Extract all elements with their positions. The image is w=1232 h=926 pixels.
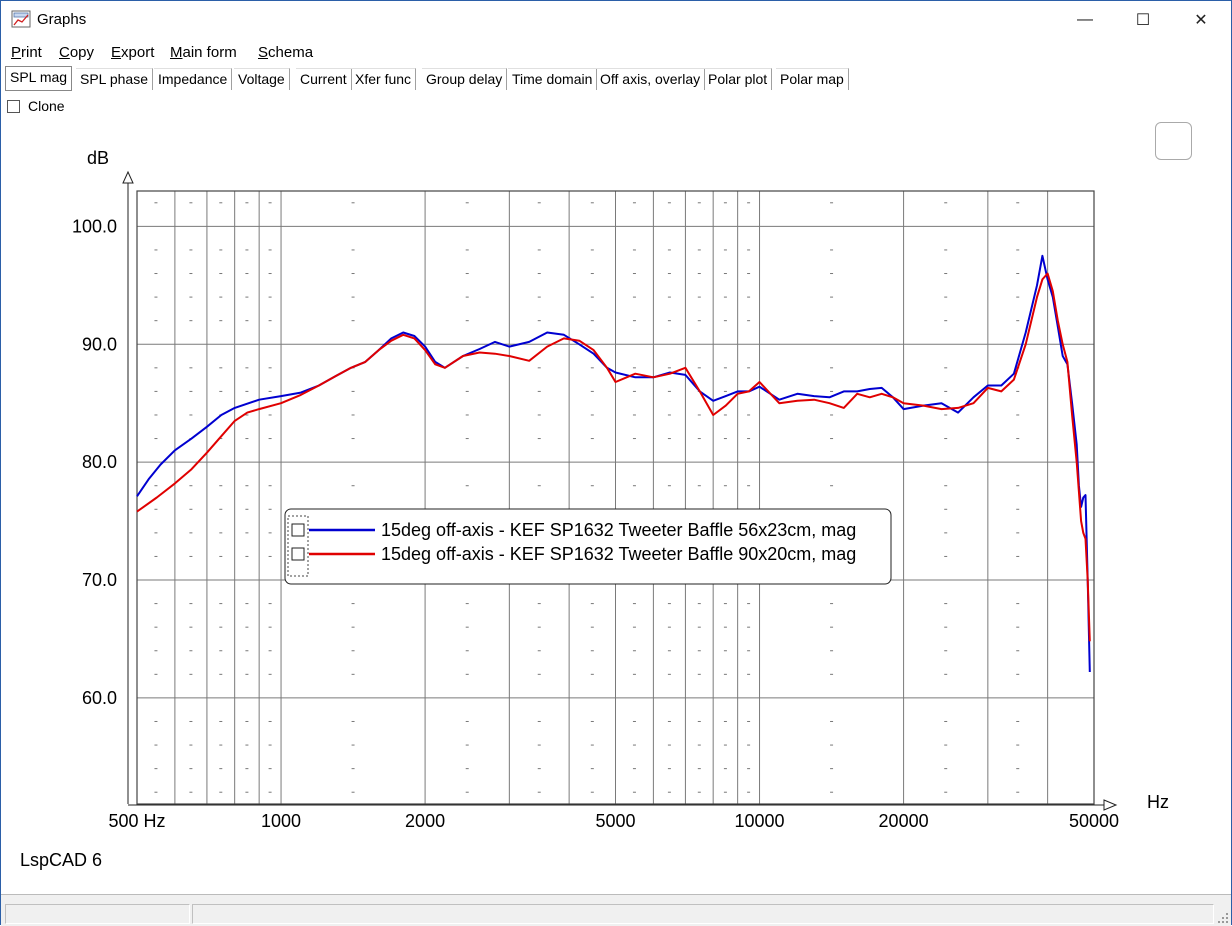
menu-main-form[interactable]: Main form — [170, 44, 237, 61]
x-axis-label: Hz — [1147, 792, 1169, 812]
legend-checkbox[interactable] — [291, 523, 305, 537]
tab-spl-mag[interactable]: SPL mag — [5, 66, 73, 91]
graph-app-icon — [11, 10, 31, 28]
clone-checkbox[interactable] — [7, 99, 20, 113]
x-tick-label: 10000 — [735, 811, 785, 831]
y-axis-label: dB — [87, 148, 109, 168]
title-bar[interactable]: Graphs — ☐ ✕ — [1, 1, 1231, 39]
legend-checkbox[interactable] — [291, 547, 305, 561]
series-line-2 — [136, 272, 1091, 642]
clone-label: Clone — [28, 98, 65, 114]
legend-box — [284, 508, 892, 585]
x-tick-label: 5000 — [595, 811, 635, 831]
clone-option[interactable]: Clone — [7, 97, 65, 115]
y-tick-label: 70.0 — [82, 570, 117, 590]
menu-export[interactable]: Export — [111, 44, 155, 61]
maximize-icon: ☐ — [1135, 12, 1151, 29]
minimize-button[interactable]: — — [1056, 1, 1114, 39]
window-title: Graphs — [37, 11, 87, 28]
y-tick-label: 90.0 — [82, 334, 117, 354]
tab-voltage[interactable]: Voltage — [234, 68, 290, 90]
menu-bar: Print Copy Export Main form Schema — [1, 41, 1231, 63]
x-tick-label: 50000 — [1069, 811, 1119, 831]
minimize-icon: — — [1077, 11, 1093, 28]
x-tick-label: 1000 — [261, 811, 301, 831]
y-tick-label: 60.0 — [82, 688, 117, 708]
resize-grip-icon[interactable] — [1217, 912, 1229, 924]
tab-bar: SPL mag SPL phase Impedance Voltage Current X… — [1, 66, 1231, 91]
legend-entry: 15deg off-axis - KEF SP1632 Tweeter Baff… — [381, 520, 856, 540]
tab-spl-phase[interactable]: SPL phase — [76, 68, 153, 90]
status-panel-1 — [5, 904, 190, 924]
chart-area: dB Hz 100.0 90.0 80.0 70.0 60.0 500 Hz 1000 2000 5… — [6, 114, 1218, 882]
tab-polar-plot[interactable]: Polar plot — [704, 68, 773, 90]
plot-frame — [136, 190, 1095, 805]
close-icon: ✕ — [1194, 12, 1208, 29]
y-tick-label: 80.0 — [82, 452, 117, 472]
y-axis-arrow-icon — [122, 170, 134, 184]
status-bar — [1, 894, 1231, 926]
tab-time-domain[interactable]: Time domain — [508, 68, 598, 90]
brand-label: LspCAD 6 — [20, 850, 103, 870]
legend-entry: 15deg off-axis - KEF SP1632 Tweeter Baff… — [381, 544, 856, 564]
y-tick-label: 100.0 — [72, 216, 117, 236]
x-tick-label: 2000 — [405, 811, 445, 831]
maximize-button[interactable]: ☐ — [1114, 1, 1172, 39]
tab-impedance[interactable]: Impedance — [154, 68, 233, 90]
menu-copy[interactable]: Copy — [59, 44, 95, 61]
menu-schema[interactable]: Schema — [258, 44, 314, 61]
tab-polar-map[interactable]: Polar map — [776, 68, 849, 90]
tab-xfer-func[interactable]: Xfer func — [351, 68, 417, 90]
x-tick-label: 20000 — [879, 811, 929, 831]
tab-group-delay[interactable]: Group delay — [422, 68, 508, 90]
corner-button[interactable] — [1155, 122, 1192, 160]
tab-off-axis-overlay[interactable]: Off axis, overlay — [596, 68, 706, 90]
x-tick-label: 500 Hz — [108, 811, 165, 831]
x-axis-arrow-icon — [1103, 799, 1118, 811]
series-line-1 — [136, 254, 1091, 673]
close-button[interactable]: ✕ — [1172, 1, 1230, 39]
legend-focus-outline — [287, 515, 309, 577]
spl-magnitude-chart: dB Hz 100.0 90.0 80.0 70.0 60.0 500 Hz 1000 2000 5… — [72, 148, 1169, 831]
tab-current[interactable]: Current — [296, 68, 352, 90]
status-panel-2 — [192, 904, 1214, 924]
menu-print[interactable]: Print — [11, 44, 42, 61]
